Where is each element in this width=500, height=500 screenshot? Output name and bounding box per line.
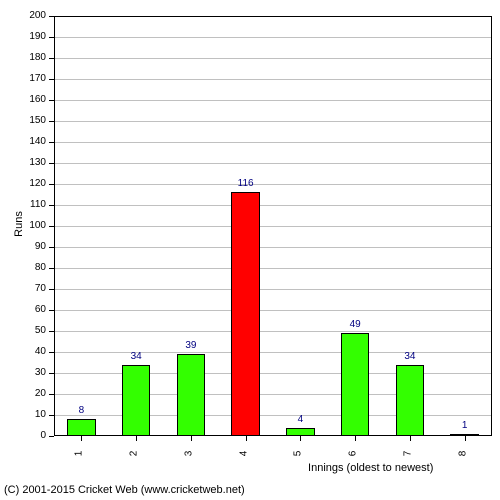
y-tick-label: 20 <box>35 388 46 399</box>
y-tick-label: 130 <box>29 157 46 168</box>
gridline <box>55 268 491 269</box>
bar-value-label: 49 <box>340 319 370 330</box>
bar <box>67 419 95 436</box>
x-tick-label: 5 <box>293 451 304 457</box>
chart-container: Runs Innings (oldest to newest) 0 10 20 30 4… <box>0 0 500 500</box>
x-tick-label: 1 <box>74 451 85 457</box>
x-tick <box>355 436 356 441</box>
gridline <box>55 37 491 38</box>
y-tick <box>49 79 54 80</box>
x-tick-label: 4 <box>238 451 249 457</box>
bar <box>396 365 424 436</box>
y-axis-label: Runs <box>13 211 25 237</box>
gridline <box>55 247 491 248</box>
gridline <box>55 205 491 206</box>
gridline <box>55 310 491 311</box>
x-tick-label: 8 <box>457 451 468 457</box>
x-tick <box>246 436 247 441</box>
y-tick-label: 80 <box>35 262 46 273</box>
y-tick <box>49 373 54 374</box>
y-tick <box>49 310 54 311</box>
bar <box>450 434 478 436</box>
y-tick <box>49 352 54 353</box>
bar-value-label: 116 <box>231 178 261 189</box>
y-tick <box>49 142 54 143</box>
bar <box>231 192 259 436</box>
x-tick-label: 2 <box>128 451 139 457</box>
y-tick-label: 100 <box>29 220 46 231</box>
y-tick-label: 160 <box>29 94 46 105</box>
y-tick-label: 120 <box>29 178 46 189</box>
gridline <box>55 415 491 416</box>
y-tick-label: 0 <box>40 430 46 441</box>
x-axis-label: Innings (oldest to newest) <box>308 462 433 474</box>
y-tick <box>49 205 54 206</box>
y-tick <box>49 184 54 185</box>
gridline <box>55 394 491 395</box>
x-tick <box>410 436 411 441</box>
y-tick-label: 170 <box>29 73 46 84</box>
y-tick-label: 150 <box>29 115 46 126</box>
x-tick <box>300 436 301 441</box>
y-tick <box>49 394 54 395</box>
y-tick <box>49 58 54 59</box>
y-tick-label: 40 <box>35 346 46 357</box>
bar-value-label: 1 <box>450 420 480 431</box>
y-tick-label: 50 <box>35 325 46 336</box>
bar <box>177 354 205 436</box>
y-tick-label: 60 <box>35 304 46 315</box>
x-tick-label: 6 <box>347 451 358 457</box>
y-tick <box>49 16 54 17</box>
y-tick-label: 110 <box>30 199 46 210</box>
y-tick <box>49 247 54 248</box>
gridline <box>55 100 491 101</box>
y-tick <box>49 121 54 122</box>
bar <box>286 428 314 436</box>
y-tick-label: 140 <box>29 136 46 147</box>
bar-value-label: 8 <box>66 405 96 416</box>
bar <box>341 333 369 436</box>
y-tick <box>49 331 54 332</box>
x-tick <box>191 436 192 441</box>
y-tick-label: 200 <box>29 10 46 21</box>
bar-value-label: 4 <box>285 414 315 425</box>
copyright-text: (C) 2001-2015 Cricket Web (www.cricketwe… <box>4 484 245 496</box>
gridline <box>55 121 491 122</box>
y-tick-label: 10 <box>35 409 46 420</box>
gridline <box>55 226 491 227</box>
x-tick-label: 3 <box>183 451 194 457</box>
gridline <box>55 331 491 332</box>
y-tick <box>49 37 54 38</box>
gridline <box>55 79 491 80</box>
y-tick-label: 30 <box>35 367 46 378</box>
y-tick <box>49 163 54 164</box>
y-tick-label: 90 <box>35 241 46 252</box>
y-tick <box>49 289 54 290</box>
bar-value-label: 39 <box>176 340 206 351</box>
x-tick-label: 7 <box>402 451 413 457</box>
bar-value-label: 34 <box>121 351 151 362</box>
y-tick-label: 190 <box>29 31 46 42</box>
y-tick <box>49 268 54 269</box>
gridline <box>55 58 491 59</box>
x-tick <box>465 436 466 441</box>
y-tick-label: 70 <box>35 283 46 294</box>
gridline <box>55 373 491 374</box>
y-tick <box>49 436 54 437</box>
bar-value-label: 34 <box>395 351 425 362</box>
gridline <box>55 163 491 164</box>
y-tick <box>49 226 54 227</box>
y-tick <box>49 415 54 416</box>
x-tick <box>81 436 82 441</box>
gridline <box>55 289 491 290</box>
y-tick <box>49 100 54 101</box>
gridline <box>55 184 491 185</box>
y-tick-label: 180 <box>29 52 46 63</box>
bar <box>122 365 150 436</box>
gridline <box>55 142 491 143</box>
x-tick <box>136 436 137 441</box>
